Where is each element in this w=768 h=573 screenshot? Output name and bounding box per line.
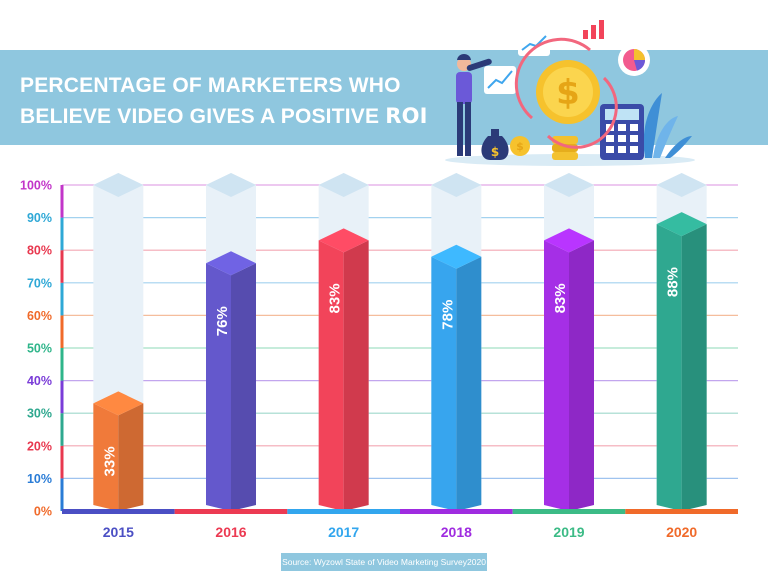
- y-tick-label: 50%: [27, 342, 52, 356]
- x-axis-segment: [625, 509, 738, 514]
- bar: [431, 256, 457, 511]
- gridlines: [62, 184, 738, 479]
- calculator-icon: [600, 104, 644, 160]
- bar-top: [656, 212, 707, 237]
- category-label: 2017: [328, 524, 359, 540]
- bar-side: [118, 403, 144, 511]
- source-note: Source: Wyzowl State of Video Marketing …: [281, 553, 487, 571]
- y-tick-label: 40%: [27, 374, 52, 388]
- bar-track-top: [93, 173, 144, 197]
- y-tick-label: 30%: [27, 407, 52, 421]
- title-roi-emphasis: ROI: [385, 104, 428, 128]
- bar-track-top: [206, 173, 256, 197]
- data-label: 83%: [327, 283, 344, 313]
- bar: [656, 224, 682, 511]
- circular-arrow-icon: [514, 37, 618, 149]
- data-label: 76%: [214, 306, 231, 336]
- pie-chart-icon: [618, 44, 650, 76]
- y-tick-label: 90%: [27, 211, 52, 225]
- y-tick-label: 20%: [27, 439, 52, 453]
- category-label: 2019: [553, 524, 584, 540]
- y-tick-label: 70%: [27, 276, 52, 290]
- bar-chart-icon: [578, 15, 612, 43]
- bar-track-top: [318, 173, 369, 197]
- bar-top: [93, 391, 144, 416]
- svg-text:$: $: [556, 73, 580, 113]
- trend-chart-icon: [484, 66, 516, 94]
- bar-top: [431, 244, 482, 269]
- money-bag-icon: $: [481, 129, 509, 160]
- bar: [318, 240, 344, 512]
- category-label: 2016: [215, 524, 246, 540]
- bars: 33% 76% 83% 78% 83% 88%: [93, 173, 707, 512]
- y-tick-label: 60%: [27, 309, 52, 323]
- plant-icon: [643, 93, 692, 158]
- bar-track-top: [431, 173, 482, 197]
- bar: [93, 403, 119, 511]
- bar-side: [343, 240, 369, 512]
- category-label: 2020: [666, 524, 697, 540]
- data-label: 83%: [552, 283, 569, 313]
- line-chart-icon: [518, 30, 550, 56]
- bar-group: 83%: [544, 173, 594, 512]
- bar-group: 88%: [656, 173, 707, 511]
- bar-group: 83%: [318, 173, 369, 512]
- person-with-telescope-icon: [456, 54, 492, 156]
- bar-group: 76%: [206, 173, 256, 511]
- data-label: 78%: [439, 300, 456, 330]
- x-axis-segment: [287, 509, 400, 514]
- bar-top: [318, 228, 369, 253]
- x-axis-segment: [512, 509, 626, 514]
- y-tick-label: 10%: [27, 472, 52, 486]
- bar-track-top: [656, 173, 707, 197]
- bar-top: [544, 228, 594, 253]
- svg-text:$: $: [491, 145, 499, 159]
- bar-side: [681, 224, 707, 511]
- bar-top: [206, 251, 256, 276]
- category-label: 2018: [441, 524, 472, 540]
- x-axis: 2015 2016 2017 2018 2019 2020: [62, 509, 738, 540]
- bar-side: [456, 256, 482, 511]
- bar-track-top: [544, 173, 594, 197]
- y-tick-label: 0%: [34, 505, 52, 519]
- data-label: 88%: [665, 267, 682, 297]
- x-axis-segment: [174, 509, 288, 514]
- x-axis-segment: [62, 509, 175, 514]
- small-coin-icon: $: [510, 136, 530, 156]
- svg-text:$: $: [516, 140, 524, 153]
- dollar-coin-icon: $: [536, 60, 600, 124]
- title-line-2: BELIEVE VIDEO GIVES A POSITIVE ROI: [20, 104, 428, 129]
- bar: [206, 263, 231, 511]
- title-line-2-text: BELIEVE VIDEO GIVES A POSITIVE: [20, 105, 386, 128]
- bar-side: [231, 263, 256, 511]
- y-tick-label: 100%: [20, 179, 52, 193]
- y-axis-ticks: 0% 10% 20% 30% 40% 50% 60% 70% 80% 90% 100%: [20, 179, 52, 519]
- bar-side: [569, 240, 594, 512]
- y-tick-label: 80%: [27, 244, 52, 258]
- category-label: 2015: [103, 524, 134, 540]
- x-axis-segment: [400, 509, 513, 514]
- bar-group: 33%: [93, 173, 144, 511]
- bar: [544, 240, 569, 512]
- bar-group: 78%: [431, 173, 482, 511]
- title-line-1: PERCENTAGE OF MARKETERS WHO: [20, 74, 401, 97]
- data-label: 33%: [101, 446, 118, 476]
- marketing-illustration: $ $ $: [445, 15, 695, 166]
